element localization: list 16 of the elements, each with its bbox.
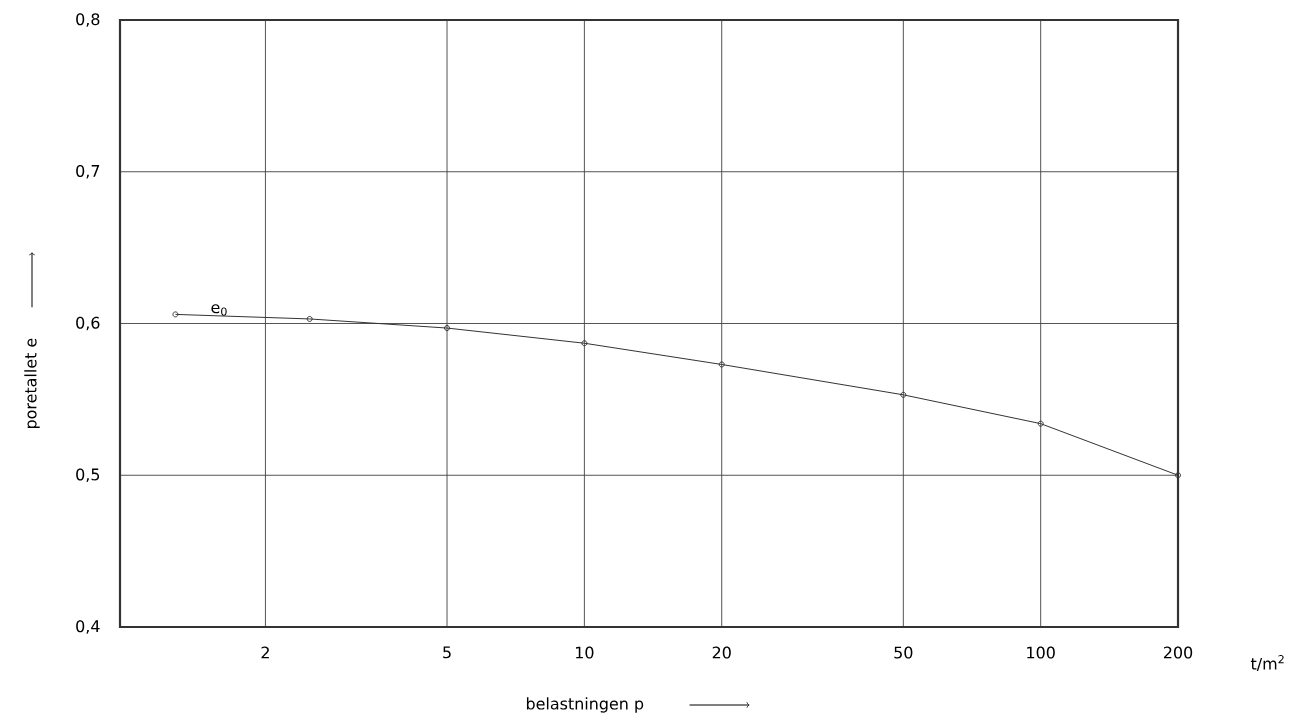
y-tick-label: 0,6 [76,316,100,331]
x-tick-label: 100 [1027,646,1055,659]
y-axis-title: poretallet e [24,338,40,429]
x-tick-label: 20 [712,646,731,659]
x-tick-label: 2 [261,646,269,659]
y-tick-label: 0,5 [76,468,100,483]
x-tick-label: 50 [894,646,913,659]
x-tick-label: 10 [575,646,594,659]
x-tick-label: 200 [1163,646,1193,659]
y-tick-label: 0,7 [76,164,100,179]
text: t/m$^{2}$ [1250,655,1284,672]
y-tick-label: 0,4 [76,620,100,634]
y-tick-label: 0,8 [76,13,100,27]
x-tick-label: 5 [443,646,451,659]
annotation: e$_{0}$ [211,304,227,316]
x-axis-title: belastningen p [526,697,644,713]
